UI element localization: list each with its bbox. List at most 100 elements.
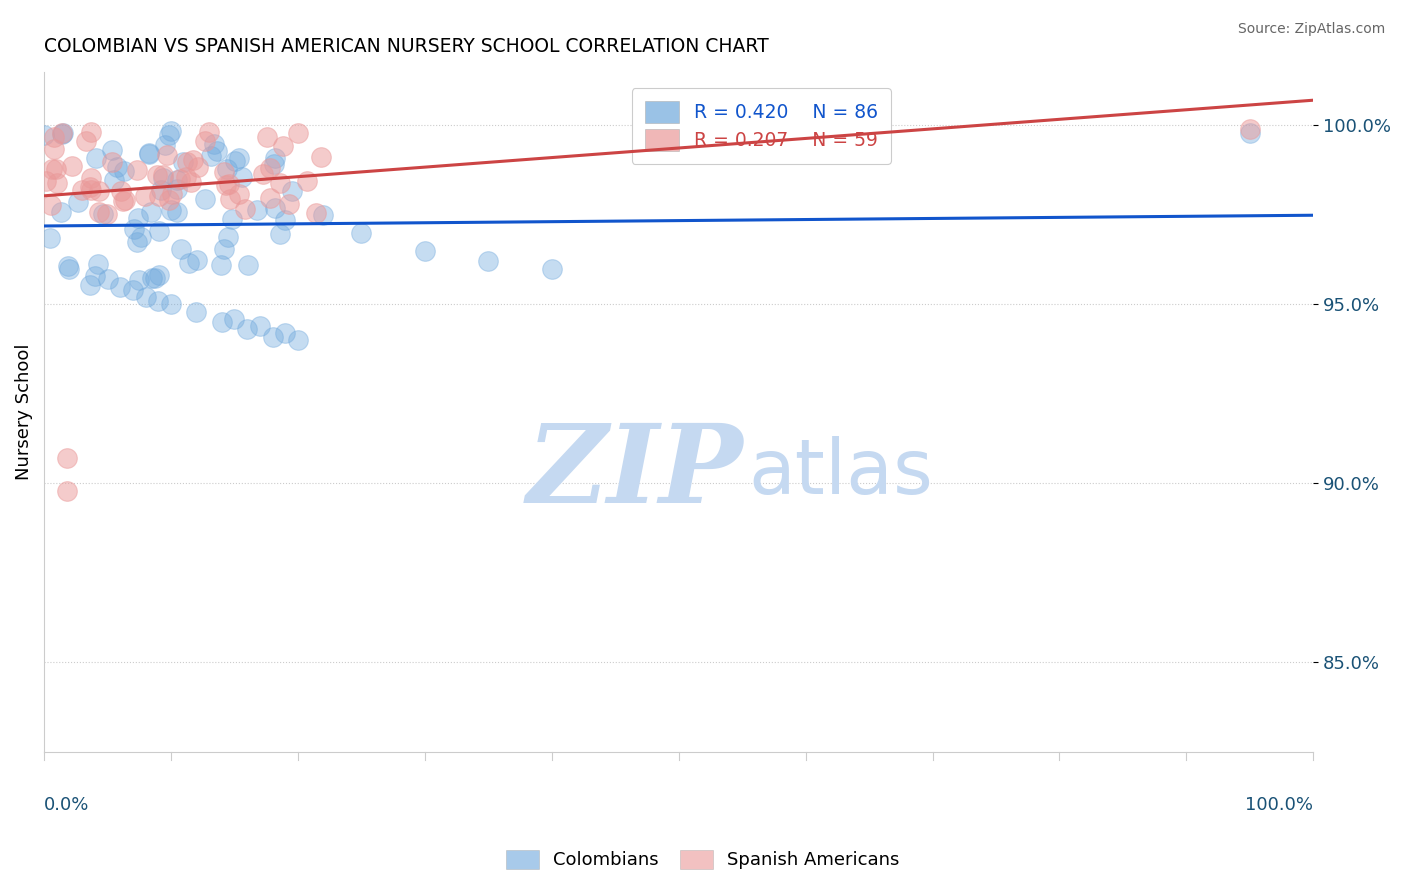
- Point: [218, 178, 240, 192]
- Point: [141, 205, 163, 219]
- Point: [166, 205, 188, 219]
- Point: [96, 207, 118, 221]
- Point: [246, 202, 269, 217]
- Point: [66, 195, 89, 210]
- Point: [160, 297, 183, 311]
- Point: [269, 227, 291, 242]
- Point: [273, 139, 295, 153]
- Point: [287, 127, 309, 141]
- Point: [252, 167, 274, 181]
- Point: [39, 231, 62, 245]
- Point: [60, 159, 83, 173]
- Point: [89, 205, 111, 219]
- Point: [56, 483, 79, 498]
- Point: [211, 315, 233, 329]
- Point: [281, 184, 304, 198]
- Point: [295, 174, 318, 188]
- Y-axis label: Nursery School: Nursery School: [15, 343, 32, 480]
- Point: [41, 162, 63, 177]
- Point: [1239, 126, 1261, 140]
- Point: [134, 189, 156, 203]
- Point: [202, 136, 225, 151]
- Point: [122, 222, 145, 236]
- Point: [170, 242, 193, 256]
- Point: [212, 243, 235, 257]
- Point: [146, 168, 169, 182]
- Point: [262, 329, 284, 343]
- Point: [156, 147, 179, 161]
- Point: [186, 252, 208, 267]
- Point: [249, 318, 271, 333]
- Text: atlas: atlas: [748, 436, 934, 510]
- Point: [70, 183, 93, 197]
- Point: [540, 261, 562, 276]
- Point: [152, 168, 174, 182]
- Point: [149, 183, 172, 197]
- Point: [224, 154, 246, 169]
- Point: [166, 173, 188, 187]
- Point: [42, 130, 65, 145]
- Point: [312, 208, 335, 222]
- Point: [160, 186, 183, 201]
- Point: [56, 451, 79, 466]
- Text: 0.0%: 0.0%: [44, 797, 90, 814]
- Point: [129, 229, 152, 244]
- Point: [287, 333, 309, 347]
- Point: [274, 326, 297, 340]
- Point: [214, 164, 236, 178]
- Point: [114, 193, 136, 207]
- Point: [413, 244, 436, 258]
- Point: [52, 126, 75, 140]
- Point: [221, 211, 243, 226]
- Point: [87, 184, 110, 198]
- Point: [179, 256, 201, 270]
- Point: [80, 183, 103, 197]
- Point: [49, 205, 72, 219]
- Text: COLOMBIAN VS SPANISH AMERICAN NURSERY SCHOOL CORRELATION CHART: COLOMBIAN VS SPANISH AMERICAN NURSERY SC…: [44, 37, 769, 56]
- Point: [236, 259, 259, 273]
- Point: [152, 170, 174, 185]
- Point: [205, 144, 228, 158]
- Point: [79, 278, 101, 293]
- Point: [128, 273, 150, 287]
- Point: [141, 270, 163, 285]
- Point: [110, 184, 132, 198]
- Point: [218, 192, 240, 206]
- Point: [231, 169, 253, 184]
- Point: [186, 304, 208, 318]
- Point: [277, 197, 299, 211]
- Point: [215, 162, 238, 177]
- Point: [42, 142, 65, 156]
- Point: [259, 161, 281, 176]
- Point: [80, 170, 103, 185]
- Point: [138, 146, 160, 161]
- Point: [75, 134, 97, 148]
- Point: [45, 161, 67, 176]
- Point: [228, 151, 250, 165]
- Point: [200, 148, 222, 162]
- Point: [127, 211, 149, 225]
- Point: [198, 125, 221, 139]
- Point: [125, 235, 148, 249]
- Point: [148, 293, 170, 308]
- Point: [45, 176, 67, 190]
- Point: [215, 178, 238, 193]
- Point: [181, 153, 204, 168]
- Point: [217, 229, 239, 244]
- Point: [264, 201, 287, 215]
- Point: [91, 207, 114, 221]
- Point: [263, 157, 285, 171]
- Point: [269, 176, 291, 190]
- Point: [160, 124, 183, 138]
- Point: [84, 151, 107, 165]
- Point: [174, 169, 197, 184]
- Point: [101, 143, 124, 157]
- Point: [100, 154, 122, 169]
- Legend: R = 0.420    N = 86, R = 0.207    N = 59: R = 0.420 N = 86, R = 0.207 N = 59: [631, 88, 890, 164]
- Point: [39, 198, 62, 212]
- Point: [148, 189, 170, 203]
- Text: 100.0%: 100.0%: [1246, 797, 1313, 814]
- Point: [176, 154, 198, 169]
- Point: [274, 212, 297, 227]
- Point: [309, 150, 332, 164]
